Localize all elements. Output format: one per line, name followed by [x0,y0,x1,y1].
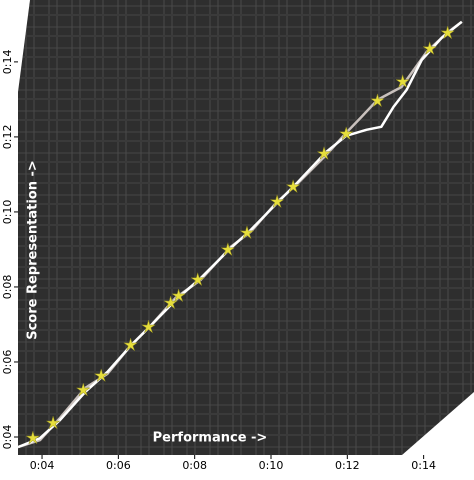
x-axis-label: Performance -> [153,431,268,446]
alignment-point [171,288,187,303]
y-tick-label: 0:12 [1,125,14,150]
matrix-corner [18,0,30,92]
x-tick-label: 0:12 [335,459,360,472]
x-tick-label: 0:10 [259,459,284,472]
alignment-point [269,193,285,209]
alignment-point [25,430,41,445]
alignment-point [93,368,109,383]
alignment-point [338,126,354,141]
x-tick-label: 0:08 [182,459,207,472]
y-tick-label: 0:14 [1,50,14,75]
y-tick-label: 0:06 [1,350,14,375]
alignment-point [369,93,385,108]
y-axis-label: Score Representation -> [26,160,41,340]
alignment-point [422,40,438,56]
x-tick-label: 0:06 [106,459,131,472]
alignment-point [395,73,411,89]
matrix-corner [402,392,474,455]
y-tick-label: 0:08 [1,275,14,300]
alignment-point [316,145,332,161]
alignment-path [17,20,463,449]
alignment-point [190,271,206,287]
alignment-point [285,178,301,194]
alignment-point [440,25,456,40]
alignment-point [140,319,157,334]
x-tick-label: 0:14 [411,459,436,472]
alignment-point [45,415,61,430]
y-tick-label: 0:10 [1,200,14,225]
similarity-matrix [18,0,474,455]
y-tick-label: 0:04 [1,425,14,450]
alignment-point [75,382,91,397]
alignment-point [220,241,236,257]
alignment-point [239,224,255,240]
x-tick-label: 0:04 [30,459,55,472]
alignment-point [123,337,139,352]
